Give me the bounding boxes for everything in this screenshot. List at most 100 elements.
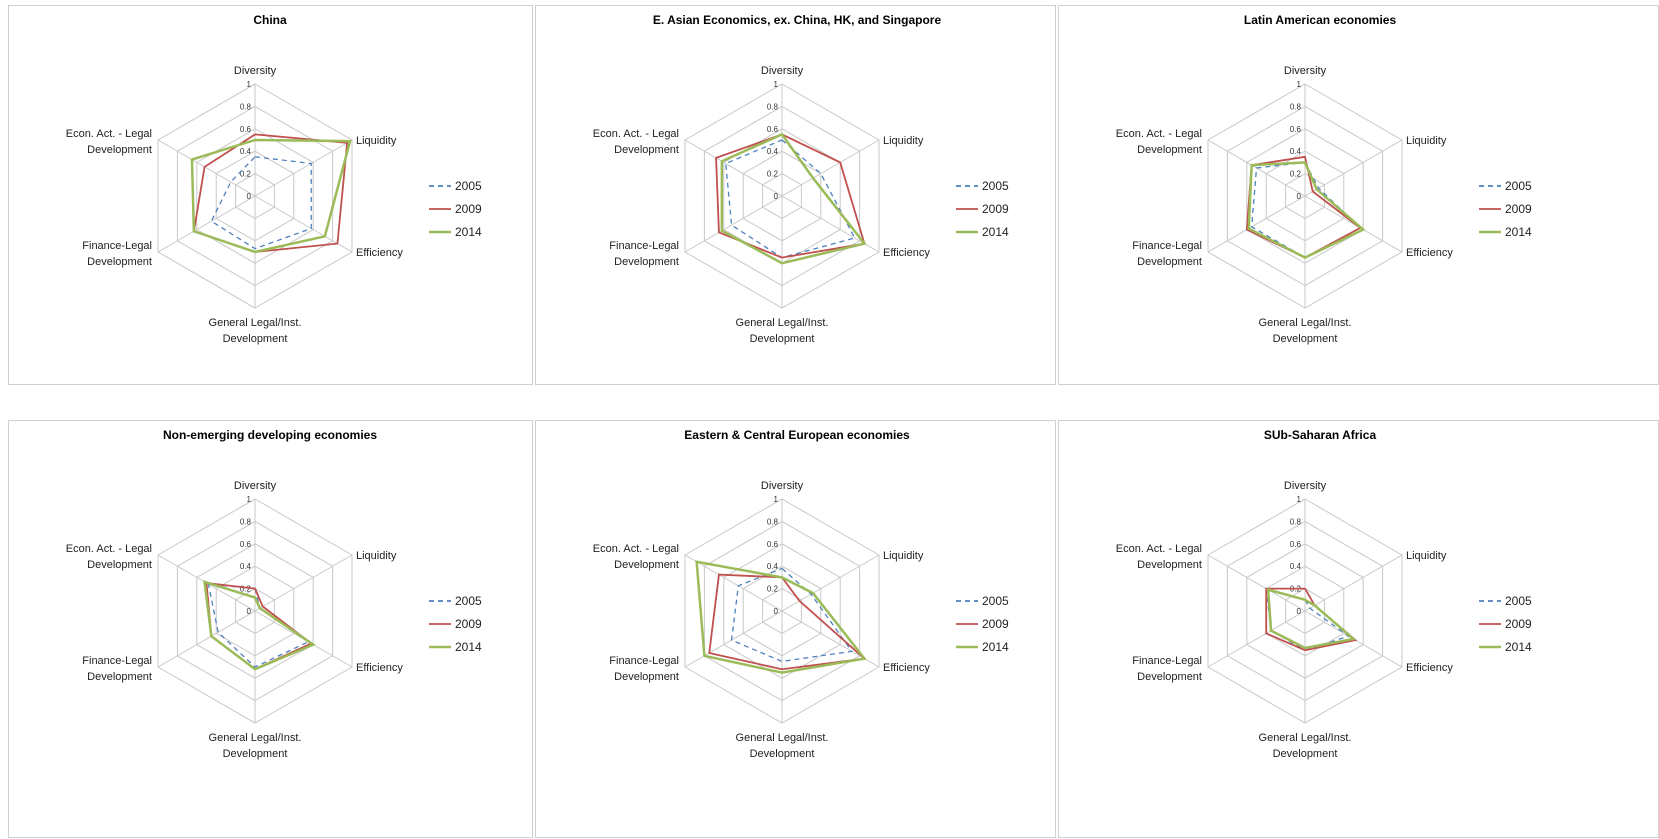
axis-label: Finance-Legal Development	[609, 240, 679, 268]
chart-title: China	[253, 13, 287, 27]
tick-label: 0.8	[767, 102, 779, 111]
grid-spoke	[684, 610, 783, 668]
chart-title: E. Asian Economics, ex. China, HK, and S…	[653, 13, 942, 27]
tick-label: 0.2	[767, 585, 779, 594]
tick-label: 0.4	[1290, 562, 1302, 571]
tick-label: 0.4	[767, 562, 779, 571]
tick-label: 0.4	[767, 147, 779, 156]
tick-label: 0	[774, 192, 779, 201]
legend-label-2014: 2014	[455, 225, 482, 239]
axis-label: Liquidity	[883, 135, 924, 147]
axis-label: Liquidity	[356, 550, 397, 562]
axis-label: Econ. Act. - Legal Development	[593, 128, 679, 156]
legend-label-2005: 2005	[982, 179, 1009, 193]
tick-label: 1	[247, 495, 252, 504]
legend-label-2005: 2005	[982, 594, 1009, 608]
grid-spoke	[1304, 195, 1403, 253]
axis-label: Liquidity	[1406, 135, 1447, 147]
tick-label: 0.6	[767, 125, 779, 134]
radar-chart-latin-america: Latin American economies 0 0.2 0.4 0.6 0.8 1 Di…	[1116, 13, 1532, 345]
tick-label: 0.2	[1290, 170, 1302, 179]
tick-label: 0.2	[240, 585, 252, 594]
grid-spoke	[781, 139, 880, 197]
chart-panel-eastern-central-europe: Eastern & Central European economies 0 0.2…	[535, 420, 1056, 838]
grid-spoke	[781, 554, 880, 612]
tick-label: 0.6	[240, 540, 252, 549]
axis-label: Finance-Legal Development	[1132, 655, 1202, 683]
series-2014-line	[190, 138, 352, 254]
series-2014-line	[720, 132, 867, 265]
grid-spoke	[1207, 195, 1306, 253]
grid-spoke	[1304, 554, 1403, 612]
tick-label: 0	[1297, 192, 1302, 201]
chart-panel-latin-america: Latin American economies 0 0.2 0.4 0.6 0.8 1 Di…	[1058, 5, 1659, 385]
axis-label: Econ. Act. - Legal Development	[1116, 543, 1202, 571]
grid-spoke	[1207, 554, 1306, 612]
tick-label: 0.8	[1290, 517, 1302, 526]
axis-label: Liquidity	[356, 135, 397, 147]
tick-label: 0.6	[1290, 540, 1302, 549]
chart-title: Eastern & Central European economies	[684, 428, 910, 442]
axis-label: General Legal/Inst. Development	[736, 317, 829, 345]
grid-spoke	[157, 139, 256, 197]
axis-label: Diversity	[761, 480, 804, 492]
axis-label: Efficiency	[883, 662, 930, 674]
legend-label-2009: 2009	[455, 617, 482, 631]
axis-label: Efficiency	[1406, 247, 1453, 259]
series-2009-line	[205, 581, 313, 671]
chart-panel-east-asia: E. Asian Economics, ex. China, HK, and S…	[535, 5, 1056, 385]
tick-label: 0.6	[240, 125, 252, 134]
tick-label: 0	[1297, 607, 1302, 616]
radar-chart-eastern-central-europe: Eastern & Central European economies 0 0.2…	[593, 428, 1009, 760]
radar-chart-non-emerging: Non-emerging developing economies 0 0.2 0.4…	[66, 428, 482, 760]
grid-spoke	[684, 195, 783, 253]
radar-chart-sub-saharan-africa: SUb-Saharan Africa00.20.40.60.81Diversit…	[1116, 428, 1532, 760]
axis-label: Finance-Legal Development	[1132, 240, 1202, 268]
series-2014-line	[1247, 161, 1366, 259]
tick-label: 0.4	[240, 147, 252, 156]
axis-label: Efficiency	[356, 662, 403, 674]
axis-label: Diversity	[1284, 65, 1327, 77]
tick-label: 1	[1297, 495, 1302, 504]
axis-label: Efficiency	[1406, 662, 1453, 674]
axis-label: Liquidity	[883, 550, 924, 562]
grid-spoke	[157, 610, 256, 668]
axis-label: General Legal/Inst. Development	[1259, 732, 1352, 760]
chart-panel-non-emerging: Non-emerging developing economies 0 0.2 0.4…	[8, 420, 533, 838]
tick-label: 0	[774, 607, 779, 616]
tick-label: 0.8	[767, 517, 779, 526]
axis-label: General Legal/Inst. Development	[1259, 317, 1352, 345]
tick-label: 1	[774, 495, 779, 504]
tick-label: 0.2	[767, 170, 779, 179]
series-2005-line	[730, 567, 853, 663]
tick-label: 1	[1297, 80, 1302, 89]
tick-label: 1	[774, 80, 779, 89]
axis-label: Diversity	[1284, 480, 1327, 492]
grid-spoke	[684, 139, 783, 197]
legend-label-2009: 2009	[1505, 202, 1532, 216]
series-2005-line	[210, 156, 312, 250]
chart-title: Non-emerging developing economies	[163, 428, 377, 442]
legend-label-2009: 2009	[455, 202, 482, 216]
axis-label: General Legal/Inst. Development	[209, 317, 302, 345]
legend-label-2009: 2009	[982, 617, 1009, 631]
axis-label: Diversity	[761, 65, 804, 77]
legend-label-2005: 2005	[455, 594, 482, 608]
axis-label: Efficiency	[356, 247, 403, 259]
chart-title: SUb-Saharan Africa	[1264, 428, 1377, 442]
axis-label: Finance-Legal Development	[82, 240, 152, 268]
axis-label: Econ. Act. - Legal Development	[66, 543, 152, 571]
legend-label-2014: 2014	[455, 640, 482, 654]
legend-label-2005: 2005	[1505, 594, 1532, 608]
series-2009-line	[715, 133, 866, 259]
chart-panel-china: China 0 0.2 0.4 0.6 0.8 1 Diversity Liquidity Eff…	[8, 5, 533, 385]
tick-label: 0.8	[240, 517, 252, 526]
legend-label-2014: 2014	[1505, 640, 1532, 654]
tick-label: 0.6	[1290, 125, 1302, 134]
radar-chart-china: China 0 0.2 0.4 0.6 0.8 1 Diversity Liquidity Eff…	[66, 13, 482, 345]
axis-label: Econ. Act. - Legal Development	[593, 543, 679, 571]
legend-label-2014: 2014	[982, 640, 1009, 654]
tick-label: 0.4	[240, 562, 252, 571]
axis-label: Finance-Legal Development	[82, 655, 152, 683]
series-2014-line	[1266, 588, 1357, 650]
